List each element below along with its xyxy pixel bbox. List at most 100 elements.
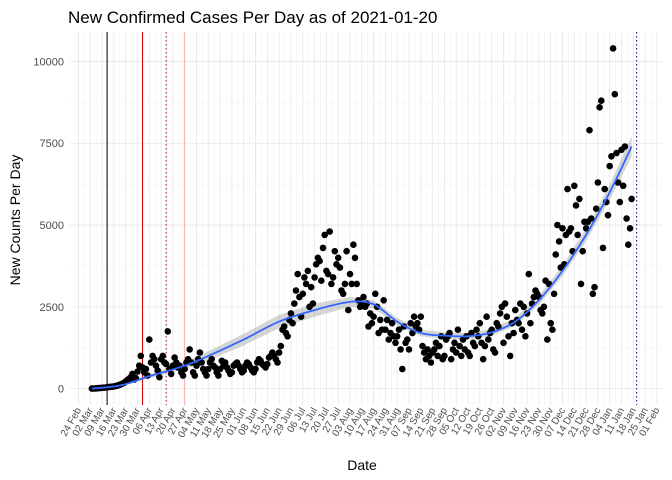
reference-lines: [106, 32, 638, 405]
data-point: [146, 336, 153, 343]
data-point: [473, 326, 480, 334]
data-point: [446, 329, 453, 337]
data-point: [380, 297, 388, 304]
data-point: [191, 372, 199, 379]
data-point: [525, 270, 533, 278]
data-point: [539, 310, 546, 317]
data-point: [577, 280, 585, 288]
data-point: [572, 202, 580, 209]
data-point: [503, 313, 511, 321]
data-point: [594, 179, 602, 186]
data-point: [154, 367, 161, 374]
data-point: [370, 313, 377, 321]
data-point: [307, 283, 315, 291]
data-point: [393, 333, 401, 340]
data-point: [186, 346, 193, 353]
data-point: [547, 319, 554, 327]
data-point: [292, 287, 300, 294]
data-point: [436, 342, 443, 350]
data-point: [589, 290, 597, 298]
data-point: [552, 251, 559, 258]
data-point: [501, 300, 509, 307]
data-point: [193, 362, 200, 370]
data-point: [431, 346, 438, 353]
data-point: [515, 319, 522, 327]
data-point: [405, 346, 413, 353]
data-point: [625, 241, 632, 248]
data-point: [348, 280, 356, 288]
y-tick-label: 7500: [40, 138, 64, 150]
data-point: [215, 372, 222, 379]
data-point: [485, 336, 492, 343]
data-point: [156, 373, 163, 381]
data-point: [609, 45, 617, 52]
data-point: [368, 319, 376, 327]
chart-title: New Confirmed Cases Per Day as of 2021-0…: [68, 8, 437, 27]
data-point: [452, 349, 460, 356]
data-point: [203, 372, 210, 379]
data-point: [339, 290, 347, 298]
data-point: [334, 254, 342, 262]
data-point: [289, 319, 296, 327]
data-point: [228, 369, 236, 376]
data-point: [520, 303, 527, 311]
data-point: [550, 290, 558, 298]
data-point: [277, 342, 285, 350]
data-point: [404, 336, 411, 343]
data-point: [360, 293, 367, 301]
data-point: [302, 280, 310, 288]
data-point: [479, 355, 487, 363]
data-point: [205, 365, 212, 373]
data-point: [198, 359, 205, 366]
data-point: [274, 359, 281, 366]
data-point: [596, 104, 603, 111]
data-point: [377, 316, 384, 324]
data-point: [592, 205, 600, 212]
data-point: [506, 352, 514, 360]
data-point: [434, 352, 442, 360]
data-point: [512, 306, 519, 314]
data-point: [414, 319, 421, 327]
data-point: [311, 274, 318, 281]
data-point: [151, 355, 158, 363]
data-point: [447, 355, 455, 363]
data-point: [345, 306, 352, 314]
data-point: [304, 267, 312, 275]
data-point: [601, 185, 608, 193]
data-point: [309, 300, 317, 307]
data-point: [427, 359, 435, 366]
data-point: [385, 336, 393, 343]
data-point: [208, 355, 215, 363]
data-point: [264, 360, 271, 368]
data-point: [540, 303, 548, 311]
data-point: [587, 215, 595, 222]
data-point: [441, 352, 448, 360]
data-point: [410, 313, 418, 321]
y-axis-ticks: 0 2500 5000 7500 10000: [33, 56, 64, 395]
data-point: [343, 247, 350, 255]
smooth-line-group: [91, 146, 633, 390]
data-point: [284, 333, 291, 340]
data-point: [252, 365, 259, 373]
data-point: [350, 241, 357, 248]
data-point: [619, 182, 627, 190]
data-point: [324, 270, 332, 278]
data-point: [424, 346, 431, 353]
y-tick-label: 5000: [40, 220, 64, 232]
data-point: [321, 231, 329, 239]
data-point: [623, 215, 630, 222]
data-point: [579, 247, 586, 255]
data-point: [522, 333, 529, 340]
data-point: [299, 290, 307, 298]
data-point: [319, 244, 327, 252]
data-point: [611, 90, 619, 98]
data-point: [328, 280, 335, 288]
data-point: [142, 365, 150, 373]
y-tick-label: 10000: [33, 56, 64, 68]
data-point: [574, 231, 581, 239]
data-point: [591, 283, 598, 291]
data-point: [564, 185, 571, 193]
data-point: [613, 149, 620, 157]
data-point: [159, 352, 167, 360]
